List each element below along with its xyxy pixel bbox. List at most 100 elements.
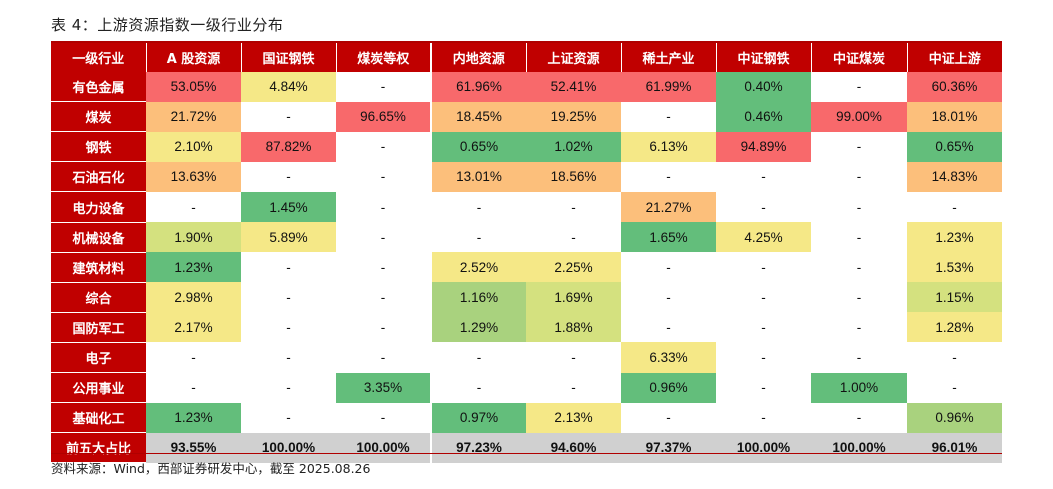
table-cell: - — [380, 139, 386, 155]
table-cell: 1.02% — [526, 131, 621, 162]
column-header: 中证钢铁 — [716, 43, 812, 73]
table-cell: 1.88% — [526, 312, 621, 343]
table-cell: - — [380, 410, 386, 426]
column-header: 煤炭等权 — [336, 43, 432, 73]
table-cell: - — [761, 259, 766, 275]
table-cell: 2.25% — [526, 252, 621, 283]
table-cell: 2.17% — [146, 312, 241, 343]
table-cell: 1.23% — [146, 252, 241, 283]
table-cell: - — [856, 79, 862, 95]
table-row: 有色金属 53.05% 4.84% - 61.96% 52.41% 61.99% 0.40% -… — [51, 72, 1002, 103]
table-cell: - — [666, 319, 671, 335]
table-cell: - — [856, 319, 862, 335]
table-cell: - — [856, 199, 862, 215]
table-cell: 1.53% — [907, 252, 1002, 283]
table-cell: 2.98% — [146, 282, 241, 313]
table-cell: 1.16% — [430, 282, 526, 313]
table-cell: 4.25% — [716, 222, 811, 253]
table-cell: 19.25% — [526, 101, 621, 132]
table-cell: 1.15% — [907, 282, 1002, 313]
table-cell: 0.40% — [716, 72, 811, 102]
table-cell: 1.90% — [146, 222, 241, 253]
table-cell: - — [571, 229, 576, 245]
table-row: 电力设备 - 1.45% - - - 21.27% - - - — [51, 191, 1002, 223]
table-cell: 0.46% — [716, 101, 811, 132]
table-cell: 6.33% — [621, 342, 716, 373]
table-cell: 0.97% — [430, 402, 526, 433]
table-cell: - — [856, 259, 862, 275]
table-cell: 0.65% — [907, 131, 1002, 162]
table-cell: - — [380, 259, 386, 275]
table-cell: 21.72% — [146, 101, 241, 132]
table-cell: 1.23% — [146, 402, 241, 433]
table-row: 国防军工 2.17% - - 1.29% 1.88% - - - 1.28% — [51, 312, 1002, 343]
table-cell: 2.10% — [146, 131, 241, 162]
row-label: 煤炭 — [51, 101, 146, 133]
table-cell: - — [286, 349, 291, 365]
table-cell: - — [666, 109, 671, 125]
table-cell: 100.00% — [811, 432, 907, 463]
column-header: A 股资源 — [146, 43, 242, 73]
table-row: 石油石化 13.63% - - 13.01% 18.56% - - - 14.83% — [51, 161, 1002, 193]
corner-header: 一级行业 — [51, 43, 147, 73]
table-title: 表 4：上游资源指数一级行业分布 — [51, 16, 284, 34]
table-cell: - — [761, 199, 766, 215]
table-cell: 1.65% — [621, 222, 716, 253]
table-cell: 94.60% — [526, 432, 621, 463]
table-cell: - — [380, 79, 386, 95]
table-row: 机械设备 1.90% 5.89% - - - 1.65% 4.25% - 1.23% — [51, 222, 1002, 253]
table-cell: - — [286, 380, 291, 396]
row-label: 国防军工 — [51, 312, 146, 343]
table-cell: - — [286, 289, 291, 305]
table-cell: - — [380, 349, 386, 365]
row-label: 钢铁 — [51, 131, 146, 163]
table-cell: - — [191, 349, 196, 365]
row-label: 电子 — [51, 342, 146, 374]
row-label: 综合 — [51, 282, 146, 313]
table-cell: - — [286, 169, 291, 185]
table-cell: - — [856, 349, 862, 365]
top-rule — [51, 41, 1002, 43]
table-cell: 1.00% — [811, 372, 907, 403]
table-cell: - — [430, 372, 526, 403]
table-cell: - — [286, 259, 291, 275]
table-cell: - — [761, 349, 766, 365]
column-header: 中证上游 — [907, 43, 1002, 73]
table-cell: 93.55% — [146, 432, 241, 463]
table-cell: - — [380, 289, 386, 305]
table-cell: - — [380, 169, 386, 185]
table-cell: - — [761, 410, 766, 426]
table-cell: - — [856, 139, 862, 155]
row-label: 建筑材料 — [51, 252, 146, 283]
table-cell: 6.13% — [621, 131, 716, 162]
table-row: 基础化工 1.23% - - 0.97% 2.13% - - - 0.96% — [51, 402, 1002, 434]
table-cell: - — [952, 349, 957, 365]
table-cell: 2.13% — [526, 402, 621, 433]
table-cell: - — [380, 199, 386, 215]
table-cell: - — [430, 222, 526, 253]
table-cell: - — [286, 109, 291, 125]
table-cell: - — [856, 169, 862, 185]
header-row: 一级行业 A 股资源 国证钢铁 煤炭等权 内地资源 上证资源 稀土产业 中证钢铁… — [51, 43, 1002, 73]
table-cell: 97.23% — [430, 432, 526, 463]
column-header: 国证钢铁 — [241, 43, 337, 73]
table-cell: 61.99% — [621, 72, 716, 102]
table-cell: 52.41% — [526, 72, 621, 102]
column-header: 中证煤炭 — [811, 43, 908, 73]
table-cell: - — [571, 349, 576, 365]
table-cell: 96.01% — [907, 432, 1002, 463]
table-cell: 87.82% — [241, 131, 336, 162]
table-cell: 97.37% — [621, 432, 716, 463]
table-cell: - — [666, 259, 671, 275]
table-cell: 100.00% — [336, 432, 431, 463]
table-cell: 14.83% — [907, 161, 1002, 192]
table-cell: - — [666, 289, 671, 305]
table-cell: - — [380, 229, 386, 245]
table-cell: 94.89% — [716, 131, 811, 162]
table-cell: - — [191, 199, 196, 215]
table-cell: - — [571, 199, 576, 215]
table-cell: - — [666, 410, 671, 426]
table-cell: 60.36% — [907, 72, 1002, 102]
table-cell: - — [380, 319, 386, 335]
row-label: 有色金属 — [51, 72, 146, 103]
